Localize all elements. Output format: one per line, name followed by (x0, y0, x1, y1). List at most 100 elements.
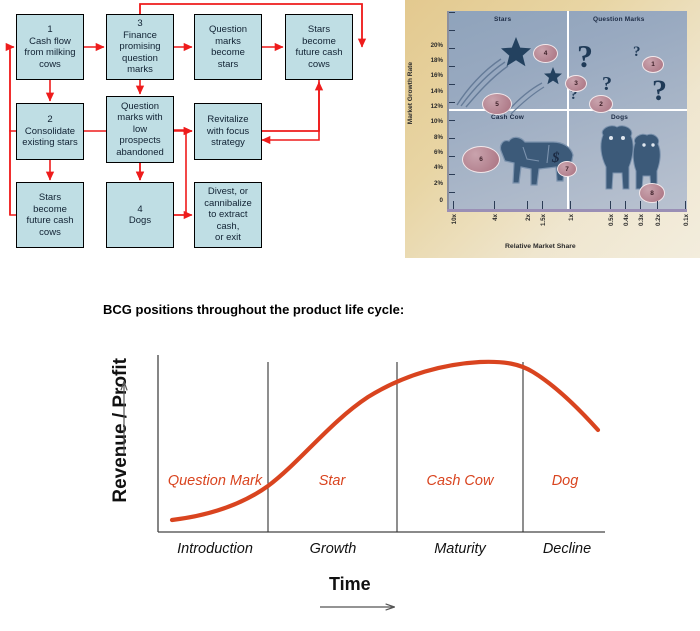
bcg-y-tick-mark (449, 138, 455, 140)
box-cash-flow[interactable]: 1 Cash flow from milking cows (16, 14, 84, 80)
box-stars-future-right[interactable]: Stars become future cash cows (285, 14, 353, 80)
bcg-y-tick-mark (449, 48, 455, 50)
box-revitalize[interactable]: Revitalize with focus strategy (194, 103, 262, 160)
flow-box-label: 4 Dogs (128, 203, 152, 227)
bcg-ytick-1: 18% (430, 57, 443, 64)
bcg-ytick-8: 4% (434, 164, 443, 171)
flow-box-label: 1 Cash flow from milking cows (24, 24, 76, 70)
bcg-bubble-7: 7 (557, 161, 577, 177)
flow-box-label: 3 Finance promising question marks (119, 18, 161, 76)
lifecycle-chart-title: BCG positions throughout the product lif… (103, 302, 405, 317)
bcg-x-tick-mark (685, 201, 687, 209)
stage-label-introduction: Introduction (177, 541, 253, 557)
bcg-x-tick-mark (640, 201, 642, 209)
bcg-y-tick-mark (449, 102, 455, 104)
box-divest[interactable]: Divest, or cannibalize to extract cash, or e… (194, 182, 262, 248)
lifecycle-x-axis-title: Time (329, 574, 371, 594)
bcg-bubble-4: 4 (533, 44, 558, 63)
box-consolidate[interactable]: 2 Consolidate existing stars (16, 103, 84, 160)
question-mark-icon-4: ? (652, 74, 667, 107)
phase-label-cash-cow: Cash Cow (426, 473, 494, 489)
bcg-x-tick-mark (453, 201, 455, 209)
bcg-x-tick-mark (570, 201, 572, 209)
bcg-y-tick-mark (449, 84, 455, 86)
bcg-x-tick-mark (542, 201, 544, 209)
bcg-y-tick-mark (449, 192, 455, 194)
bcg-horizontal-divider (449, 109, 687, 111)
bcg-x-tick-mark (494, 201, 496, 209)
flow-box-label: Divest, or cannibalize to extract cash, or e… (204, 186, 252, 244)
bcg-bubble-5: 5 (482, 93, 512, 115)
box-qm-become-stars[interactable]: Question marks become stars (194, 14, 262, 80)
bcg-y-tick-mark (449, 30, 455, 32)
lifecycle-plot (0, 355, 605, 631)
flow-box-label: Stars become future cash cows (26, 192, 74, 238)
bcg-quadrant-label-question-marks: Question Marks (593, 16, 645, 23)
bcg-ytick-4: 12% (430, 103, 443, 110)
bcg-bubble-8: 8 (639, 183, 665, 203)
bcg-y-axis-label: Market Growth Rate (407, 62, 414, 125)
star-trail-icon-small (506, 82, 545, 115)
bcg-xtick-0: 10x (451, 214, 458, 225)
bcg-xtick-8: 0.2x (655, 214, 662, 227)
bcg-x-tick-mark (527, 201, 529, 209)
bcg-xtick-5: 0.5x (608, 214, 615, 227)
box-abandoned[interactable]: Question marks with low prospects abandoned (106, 96, 174, 163)
phase-label-dog: Dog (551, 473, 579, 489)
dogs-icon (600, 125, 661, 190)
bcg-quadrant-label-stars: Stars (494, 16, 512, 23)
flow-box-label: 2 Consolidate existing stars (22, 114, 78, 149)
product-life-cycle-chart: BCG positions throughout the product lif… (0, 262, 700, 631)
flowchart-arrows (5, 3, 367, 220)
flow-box-label: Question marks with low prospects abandoned (116, 100, 164, 158)
bcg-ytick-3: 14% (430, 88, 443, 95)
box-dogs[interactable]: 4 Dogs (106, 182, 174, 248)
bcg-ytick-9: 2% (434, 180, 443, 187)
box-stars-future-left[interactable]: Stars become future cash cows (16, 182, 84, 248)
question-mark-icon-2: ? (633, 44, 641, 60)
flow-box-label: Revitalize with focus strategy (206, 114, 250, 149)
bcg-ytick-5: 10% (430, 118, 443, 125)
question-mark-icon-1: ? (577, 38, 593, 74)
bcg-ytick-6: 8% (434, 134, 443, 141)
question-mark-icon-3: ? (602, 73, 612, 95)
lifecycle-curve (169, 359, 601, 523)
bcg-x-axis-bar (447, 209, 687, 212)
bcg-y-tick-mark (449, 156, 455, 158)
box-finance[interactable]: 3 Finance promising question marks (106, 14, 174, 80)
bcg-ytick-0: 20% (430, 42, 443, 49)
flow-box-label: Question marks become stars (208, 24, 248, 70)
bcg-xtick-6: 0.4x (623, 214, 630, 227)
phase-label-question-mark: Question Mark (167, 473, 263, 489)
bcg-x-tick-mark (610, 201, 612, 209)
bcg-quadrant-label-cash-cow: Cash Cow (491, 114, 525, 121)
bcg-xtick-3: 1.5x (540, 214, 547, 227)
bcg-x-tick-mark (657, 201, 659, 209)
bcg-bubble-1: 1 (642, 56, 664, 73)
bcg-plot-area: ? ? ? ? ? $ Stars Question Marks Cash Co… (447, 11, 687, 209)
stage-label-decline: Decline (542, 541, 592, 557)
bcg-ytick-2: 16% (430, 72, 443, 79)
bcg-y-tick-mark (449, 174, 455, 176)
bcg-x-tick-mark (625, 201, 627, 209)
bcg-matrix-image: Market Growth Rate Relative Market Share (405, 0, 700, 258)
bcg-bubble-2: 2 (589, 95, 613, 113)
bcg-ytick-10: 0 (439, 197, 443, 204)
bcg-bubble-3: 3 (565, 75, 587, 92)
dollar-sign-icon: $ (552, 150, 560, 166)
bcg-bubble-6: 6 (462, 146, 500, 173)
bcg-xtick-4: 1x (568, 214, 575, 221)
bcg-ytick-7: 6% (434, 149, 443, 156)
stage-label-growth: Growth (309, 541, 357, 557)
bcg-y-tick-mark (449, 66, 455, 68)
bcg-xtick-9: 0.1x (683, 214, 690, 227)
bcg-quadrant-label-dogs: Dogs (611, 114, 629, 121)
cow-icon (499, 136, 574, 186)
bcg-xtick-7: 0.3x (638, 214, 645, 227)
phase-label-star: Star (318, 473, 346, 489)
question-mark-icon-5: ? (570, 87, 578, 103)
flow-box-label: Stars become future cash cows (295, 24, 343, 70)
star-icon-large (501, 37, 531, 67)
bcg-y-tick-mark (449, 12, 455, 14)
bcg-y-tick-mark (449, 120, 455, 122)
